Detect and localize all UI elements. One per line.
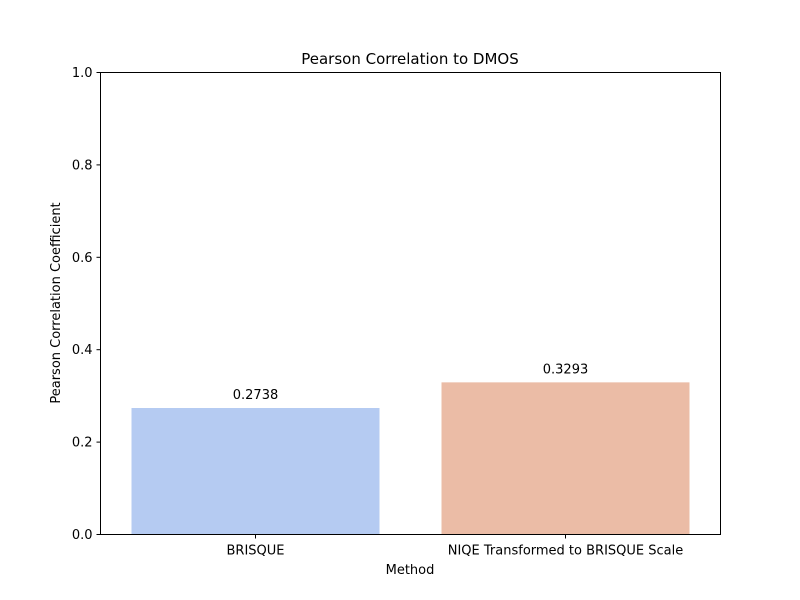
x-tick-label: NIQE Transformed to BRISQUE Scale <box>448 544 683 559</box>
x-tick-label: BRISQUE <box>227 544 285 559</box>
bar-value-label: 0.3293 <box>543 362 589 377</box>
bar-0 <box>131 408 380 535</box>
x-axis-label: Method <box>386 563 435 578</box>
y-tick-label: 0.8 <box>72 158 93 173</box>
chart-title: Pearson Correlation to DMOS <box>301 50 519 68</box>
bars <box>131 382 690 535</box>
y-axis-ticks: 0.0 0.2 0.4 0.6 0.8 1.0 <box>72 66 101 543</box>
bar-value-labels: 0.2738 0.3293 <box>233 362 589 403</box>
y-tick-label: 0.4 <box>72 343 93 358</box>
y-axis-label: Pearson Correlation Coefficient <box>49 202 64 403</box>
x-axis-ticks: BRISQUE NIQE Transformed to BRISQUE Scale <box>227 534 683 559</box>
bar-value-label: 0.2738 <box>233 388 279 403</box>
y-tick-label: 0.2 <box>72 436 93 451</box>
y-tick-label: 1.0 <box>72 66 93 81</box>
bar-1 <box>441 382 690 535</box>
plot-frame <box>100 72 721 535</box>
y-tick-label: 0.6 <box>72 251 93 266</box>
y-tick-label: 0.0 <box>72 528 93 543</box>
